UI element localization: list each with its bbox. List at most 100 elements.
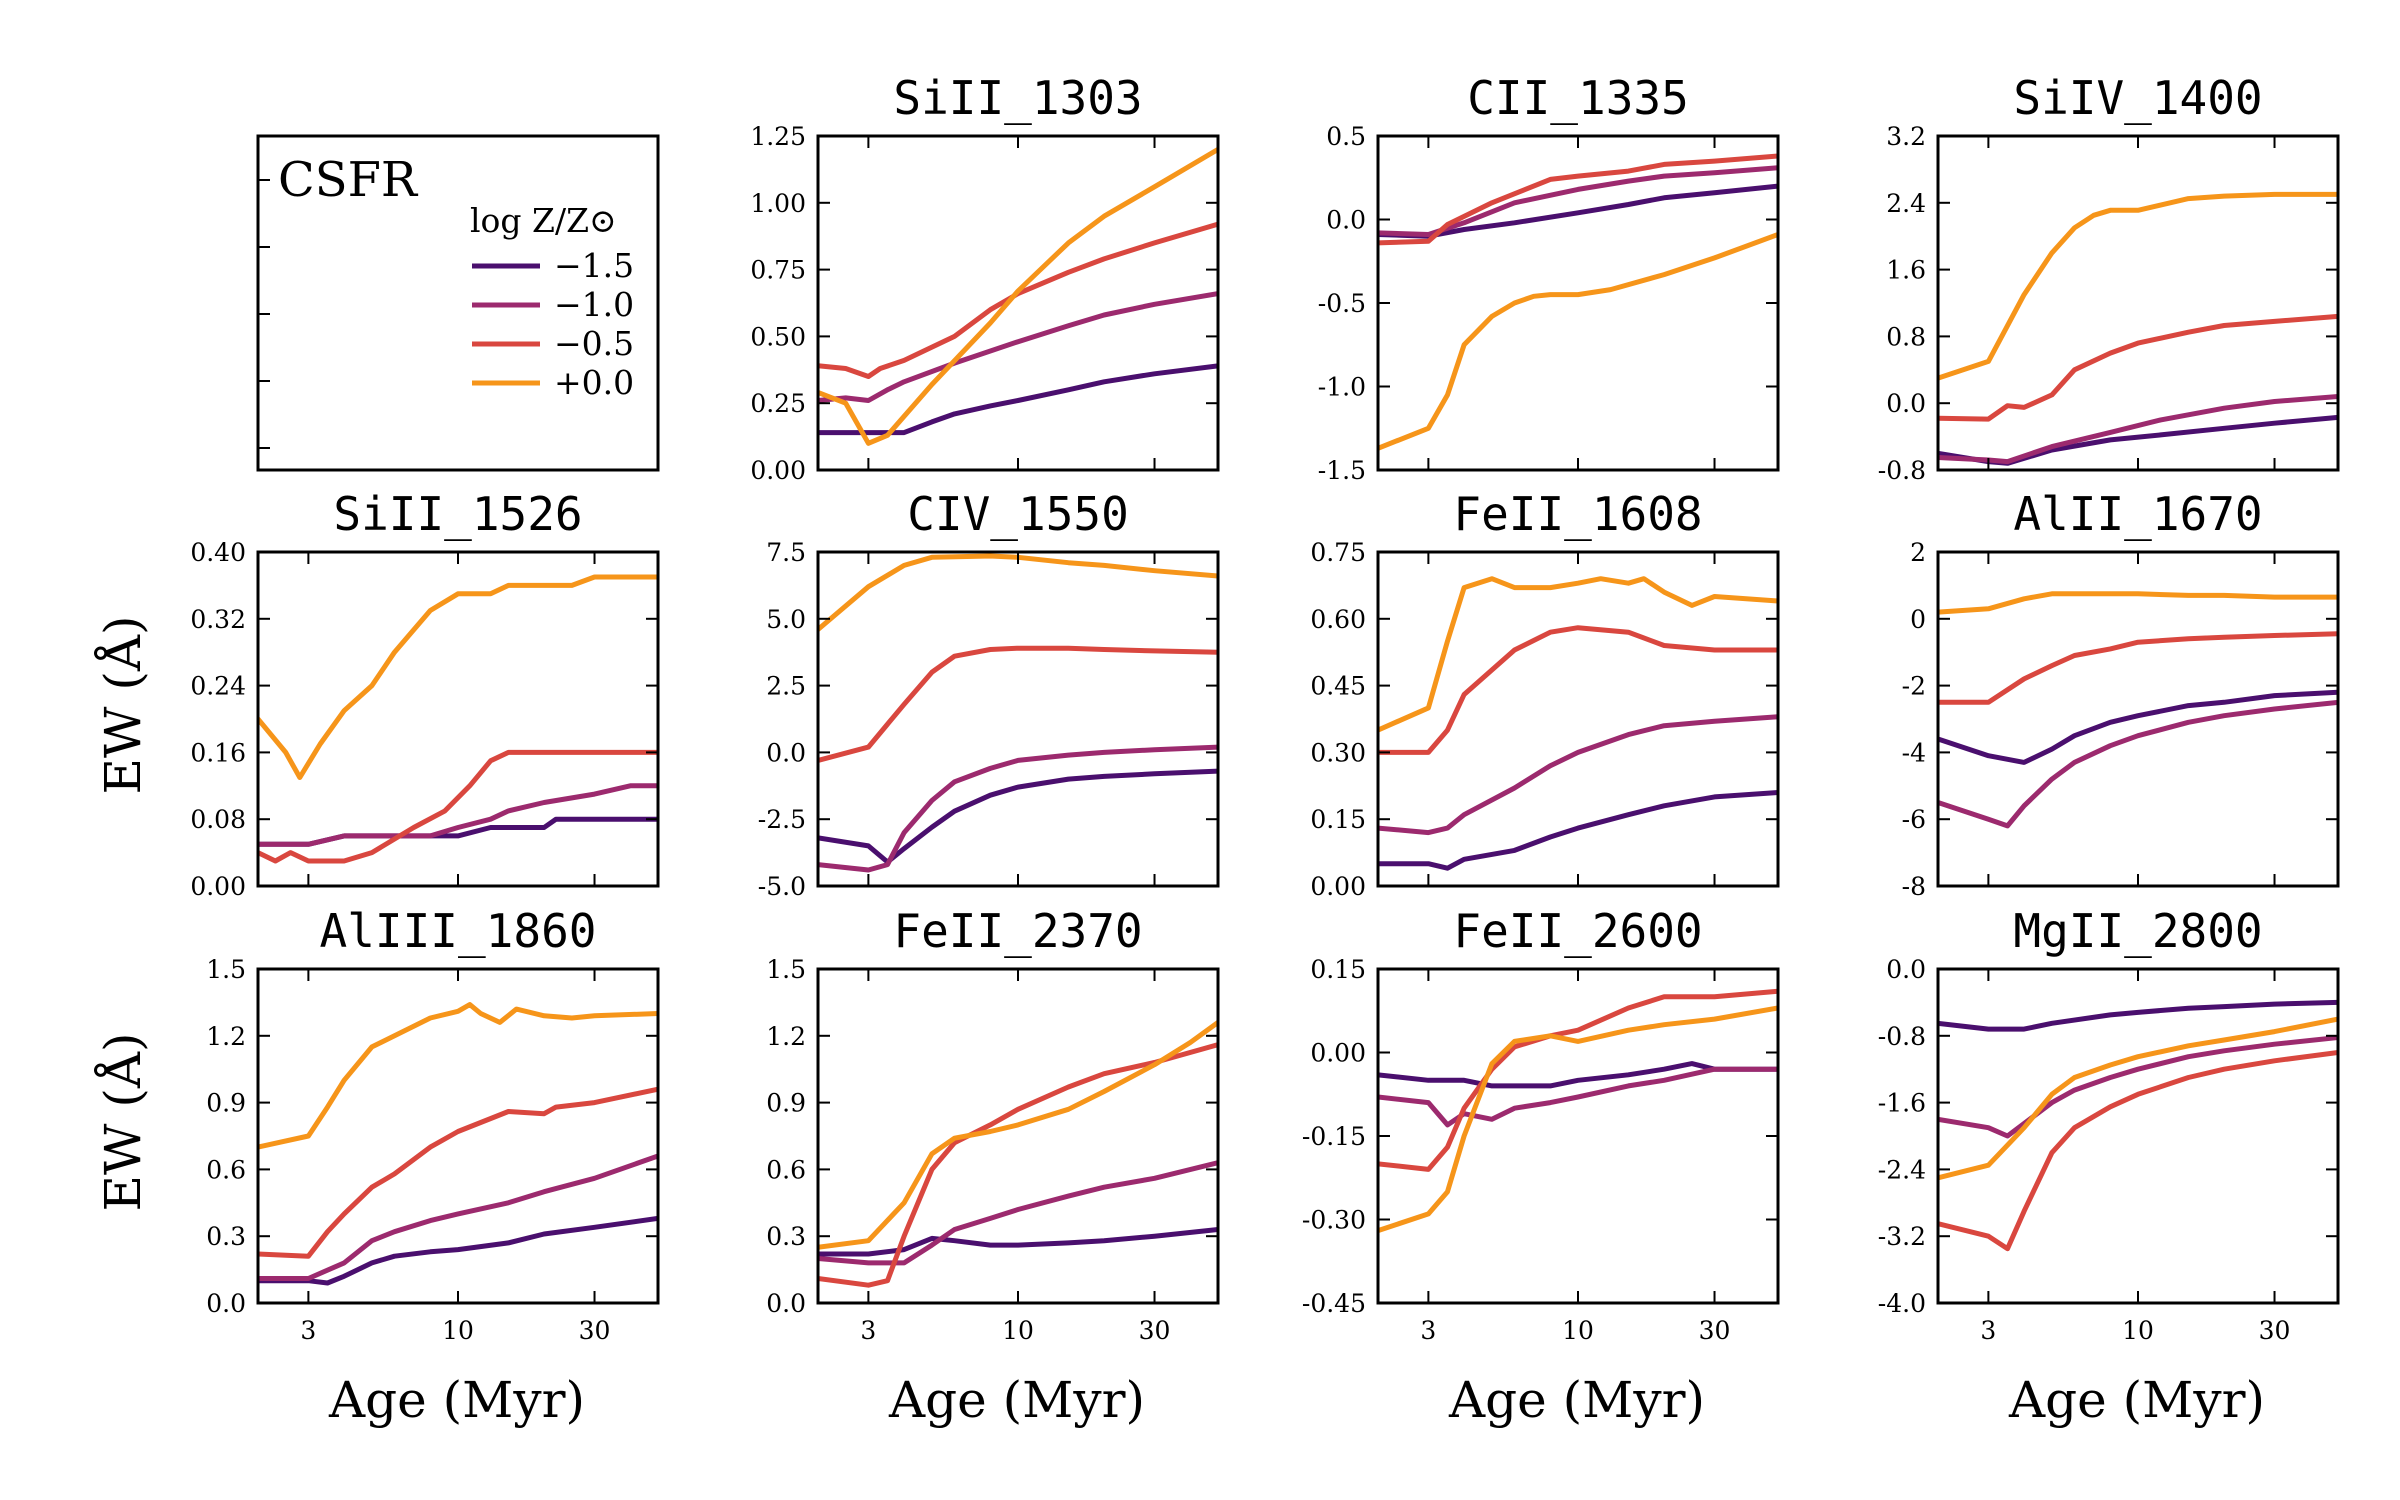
legend-panel-frame [256, 134, 660, 472]
y-tick-label: 1.5 [206, 955, 246, 984]
series-line-3 [258, 1086, 658, 1259]
y-tick-label: 0.6 [766, 1155, 806, 1184]
legend-entry-label: −1.5 [554, 246, 634, 285]
series-line-2 [1938, 394, 2338, 465]
panel-mgii-2800: MgII_2800 -4.0 -3.2 -2.4 -1.6 -0.8 0.0 3 10 30 [1878, 904, 2340, 1345]
y-tick-label: -1.6 [1878, 1089, 1926, 1118]
y-tick-label: 0.0 [766, 1289, 806, 1318]
y-tick-label: -4.0 [1878, 1289, 1926, 1318]
panel-title: CII_1335 [1467, 71, 1689, 125]
y-tick-label: 2.5 [766, 672, 806, 701]
y-tick-label: -2.4 [1878, 1155, 1926, 1184]
y-tick-label: 1.2 [766, 1022, 806, 1051]
series-line-3 [1938, 313, 2338, 422]
y-tick-label: 5.0 [766, 605, 806, 634]
x-tick-label: 10 [442, 1316, 474, 1345]
series-line-3 [1378, 625, 1778, 755]
y-tick-label: 0.00 [190, 872, 246, 901]
y-tick-label: 0.6 [206, 1155, 246, 1184]
panel-title: AlIII_1860 [320, 904, 597, 958]
y-tick-label: -8 [1902, 872, 1926, 901]
y-tick-label: 0.75 [750, 256, 806, 285]
panel-alii-1670: AlII_1670 -8 -6 -4 -2 0 2 [1902, 487, 2340, 901]
y-tick-label: 0 [1910, 605, 1926, 634]
series-line-3 [818, 221, 1218, 379]
panel-title: AlII_1670 [2013, 487, 2262, 541]
legend-title: log Z/Z⊙ [470, 201, 617, 240]
x-tick-label: 30 [579, 1316, 611, 1345]
csfr-label: CSFR [278, 152, 419, 208]
y-tick-label: -5.0 [758, 872, 806, 901]
y-tick-label: 0.00 [750, 456, 806, 485]
y-tick-label: -6 [1902, 805, 1926, 834]
series-line-2 [1938, 1035, 2338, 1139]
series-line-4 [258, 1002, 658, 1150]
y-tick-label: -0.45 [1302, 1289, 1366, 1318]
y-tick-label: 0.8 [1886, 322, 1926, 351]
series-line-4 [1378, 232, 1778, 451]
series-line-2 [258, 783, 658, 847]
x-tick-label: 3 [300, 1316, 316, 1345]
x-tick-label: 10 [1002, 1316, 1034, 1345]
series-line-4 [818, 146, 1218, 446]
y-tick-label: 0.5 [1326, 122, 1366, 151]
x-axis-label-col-2: Age (Myr) [888, 1371, 1145, 1429]
y-tick-label: 0.45 [1310, 672, 1366, 701]
panel-series-group [818, 146, 1218, 446]
panel-title: FeII_1608 [1453, 487, 1702, 541]
y-tick-label: 0.24 [190, 672, 246, 701]
panel-title: SiII_1303 [893, 71, 1142, 125]
y-tick-label: 0.40 [190, 538, 246, 567]
series-line-4 [1378, 576, 1778, 733]
panel-series-group [818, 1019, 1218, 1288]
series-line-3 [1378, 988, 1778, 1172]
series-line-4 [1938, 591, 2338, 615]
x-tick-label: 30 [1139, 1316, 1171, 1345]
series-line-4 [818, 1019, 1218, 1250]
y-tick-label: -0.8 [1878, 1022, 1926, 1051]
panel-civ-1550: CIV_1550 -5.0 -2.5 0.0 2.5 5.0 7.5 [758, 487, 1220, 901]
y-tick-label: 3.2 [1886, 122, 1926, 151]
panel-cii-1335: CII_1335 -1.5 -1.0 -0.5 0.0 0.5 [1318, 71, 1780, 485]
series-line-1 [818, 768, 1218, 865]
series-line-1 [1378, 790, 1778, 871]
y-tick-label: 0.08 [190, 805, 246, 834]
y-tick-label: -0.30 [1302, 1206, 1366, 1235]
series-line-4 [258, 574, 658, 780]
series-line-3 [1938, 1050, 2338, 1252]
y-tick-label: 0.15 [1310, 955, 1366, 984]
y-tick-label: 0.32 [190, 605, 246, 634]
series-line-4 [1378, 1005, 1778, 1234]
x-tick-label: 30 [2259, 1316, 2291, 1345]
x-axis-label-col-4: Age (Myr) [2008, 1371, 2265, 1429]
panel-series-group [1938, 191, 2338, 466]
x-axis-label-col-1: Age (Myr) [328, 1371, 585, 1429]
series-line-4 [818, 553, 1218, 632]
x-axis-label-col-3: Age (Myr) [1448, 1371, 1705, 1429]
y-tick-label: -0.15 [1302, 1122, 1366, 1151]
series-line-2 [1378, 714, 1778, 836]
panel-series-group [1378, 988, 1778, 1234]
panel-siii-1303: SiII_1303 0.00 0.25 0.50 0.75 1.00 1.25 [750, 71, 1220, 485]
y-tick-label: 0.3 [766, 1222, 806, 1251]
x-tick-label: 10 [2122, 1316, 2154, 1345]
panel-feii-1608: FeII_1608 0.00 0.15 0.30 0.45 0.60 0.75 [1310, 487, 1780, 901]
y-tick-label: 2.4 [1886, 189, 1926, 218]
y-tick-label: 0.15 [1310, 805, 1366, 834]
series-line-1 [818, 1227, 1218, 1257]
series-line-1 [258, 1215, 658, 1286]
panel-series-group [258, 574, 658, 864]
panel-title: FeII_2370 [893, 904, 1142, 958]
y-tick-label: 1.00 [750, 189, 806, 218]
y-tick-label: 0.0 [1326, 206, 1366, 235]
y-tick-label: 0.50 [750, 322, 806, 351]
y-tick-label: 0.0 [1886, 389, 1926, 418]
y-tick-label: 0.0 [206, 1289, 246, 1318]
series-line-2 [258, 1153, 658, 1281]
panel-series-group [818, 553, 1218, 873]
y-tick-label: 1.5 [766, 955, 806, 984]
series-line-4 [1938, 1016, 2338, 1181]
panel-series-group [1938, 591, 2338, 829]
y-tick-label: 0.30 [1310, 738, 1366, 767]
